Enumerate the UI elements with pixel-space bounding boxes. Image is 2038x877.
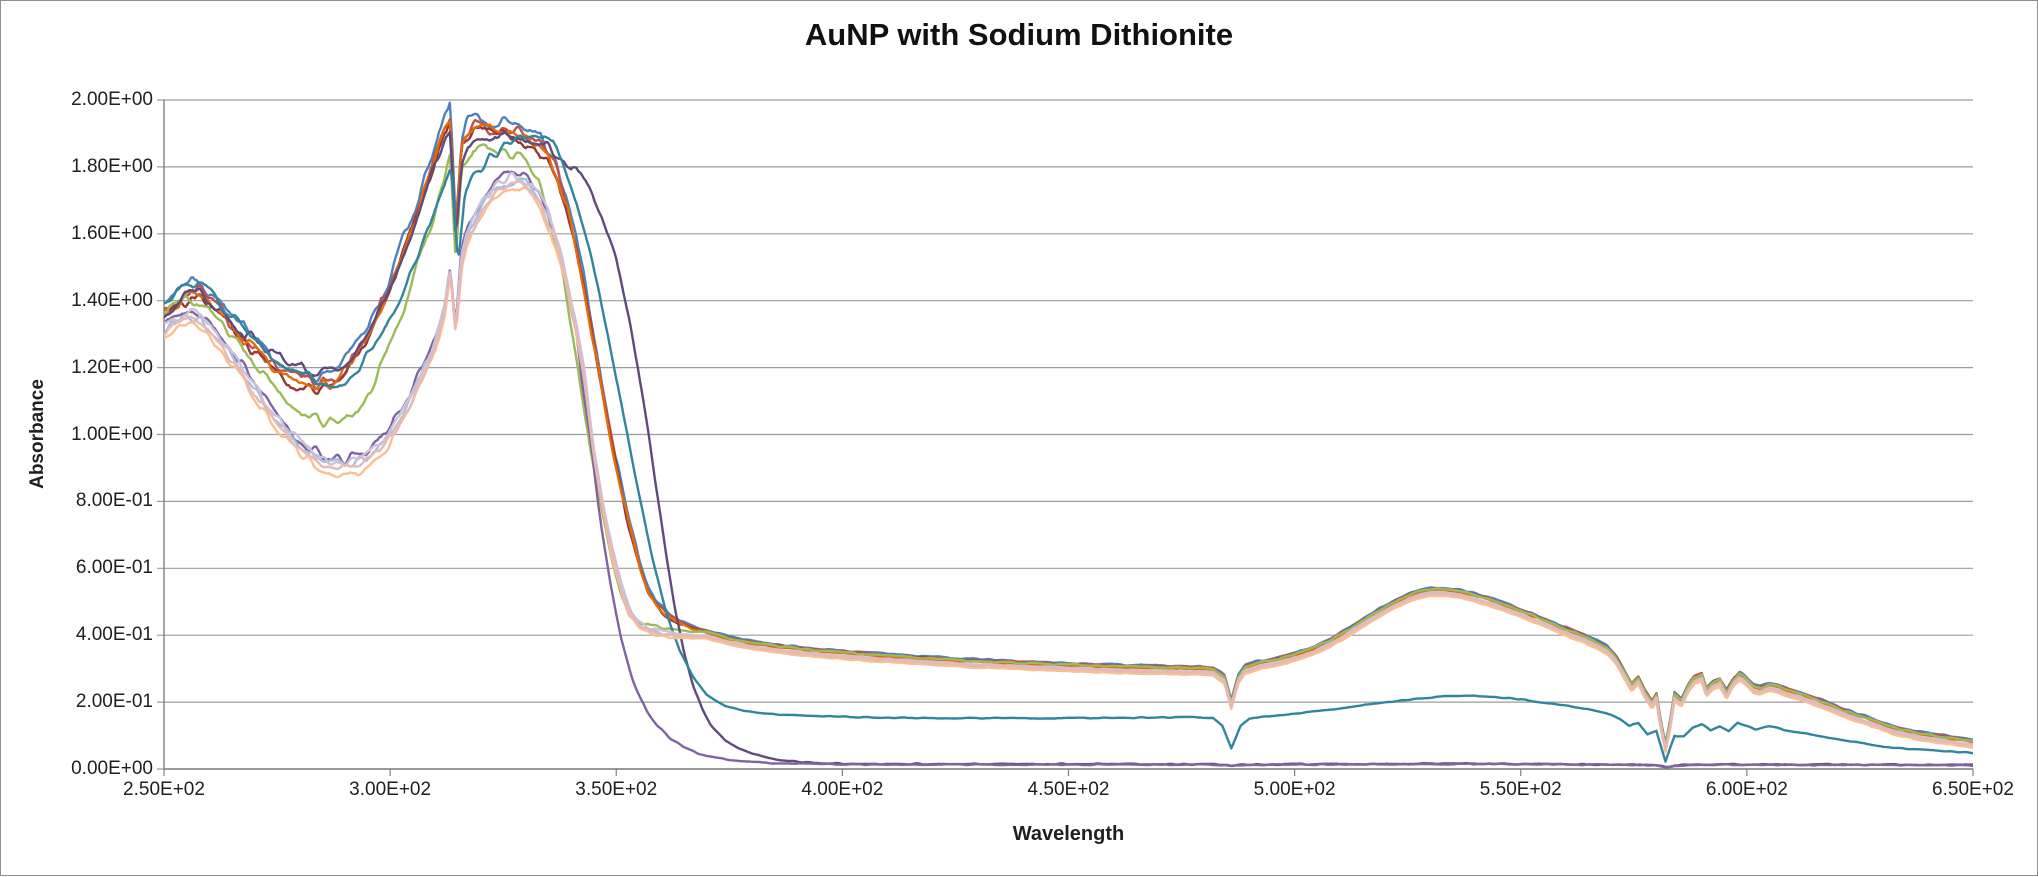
x-tick-label: 6.50E+02: [1932, 779, 2014, 800]
y-tick-label: 4.00E-01: [75, 624, 153, 646]
series-scan-medium-purple: [164, 170, 1973, 769]
series-scan-green: [164, 143, 1973, 747]
axes: [163, 100, 1974, 776]
y-tick-label: 1.60E+00: [71, 222, 153, 244]
y-tick-label: 1.20E+00: [71, 356, 153, 378]
series-scan-light-pink: [164, 180, 1973, 751]
x-tick-label: 2.50E+02: [123, 779, 205, 800]
y-tick-label: 6.00E-01: [75, 557, 153, 579]
y-tick-label: 1.40E+00: [71, 289, 153, 311]
x-tick-label: 6.00E+02: [1705, 779, 1788, 800]
y-tick-label: 8.00E-01: [75, 490, 153, 512]
y-tick-label: 2.00E-01: [75, 691, 153, 713]
chart-title: AuNP with Sodium Dithionite: [804, 17, 1234, 52]
y-axis-title: Absorbance: [27, 379, 48, 489]
x-tick-label: 4.00E+02: [801, 779, 884, 800]
series-scan-teal: [164, 134, 1973, 763]
x-axis-title: Wavelength: [1012, 823, 1125, 845]
x-tick-label: 3.00E+02: [349, 779, 432, 800]
x-tick-label: 5.50E+02: [1479, 779, 1562, 800]
x-tick-label: 3.50E+02: [575, 779, 658, 800]
y-tick-label: 2.00E+00: [71, 89, 153, 110]
y-tick-label: 1.00E+00: [71, 423, 153, 445]
y-tick-label: 0.00E+00: [71, 758, 153, 779]
y-tick-label: 1.80E+00: [71, 155, 153, 177]
series-lines: [164, 101, 1973, 769]
x-tick-label: 5.00E+02: [1253, 779, 1336, 800]
x-tick-label: 4.50E+02: [1027, 779, 1110, 800]
series-scan-blue: [164, 101, 1973, 745]
